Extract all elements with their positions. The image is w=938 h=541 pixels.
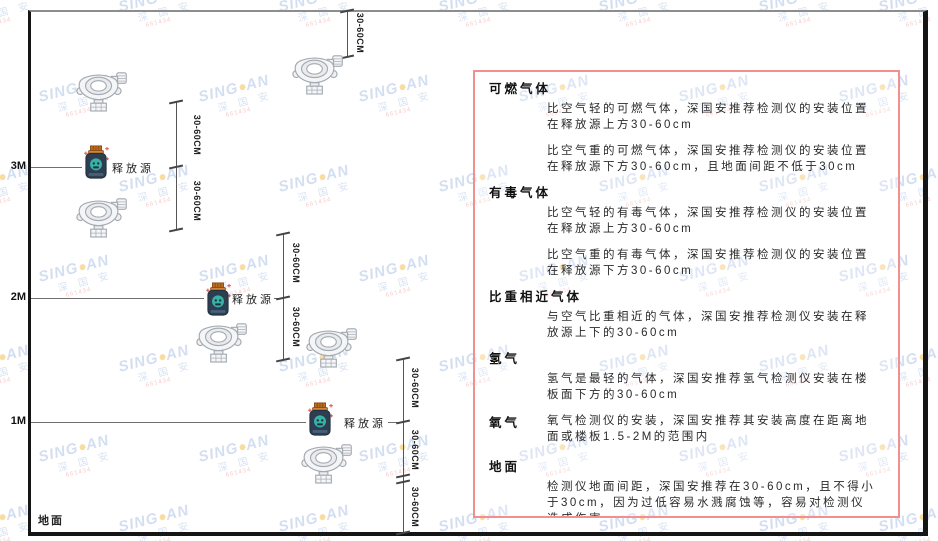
gas-detector-icon: [76, 197, 128, 243]
section-heading: 可燃气体: [489, 82, 552, 96]
dimension-connector-line: [388, 422, 403, 423]
section-paragraph: 比空气轻的可燃气体，深国安推荐检测仪的安装位置在释放源上方30-60cm: [547, 103, 869, 131]
panel-section: 比重相近气体与空气比重相近的气体，深国安推荐检测仪安装在释放源上下的30-60c…: [475, 289, 890, 341]
dimension-label: 30-60CM: [355, 12, 365, 54]
dimension-label: 30-60CM: [410, 486, 420, 528]
watermark-dot-icon: [0, 173, 6, 181]
gas-detector-icon: [301, 443, 353, 489]
level-label-3m: 3M: [10, 160, 26, 172]
section-heading: 氢气: [489, 352, 521, 366]
level-line-1m: [31, 422, 306, 423]
section-heading: 比重相近气体: [489, 290, 583, 304]
watermark-dot-icon: [0, 353, 6, 361]
release-source-icon: [306, 402, 334, 442]
release-source-label: 释放源: [112, 163, 154, 175]
section-heading: 地面: [489, 460, 521, 474]
release-source-icon: [204, 282, 232, 322]
level-line-3m: [31, 167, 82, 168]
dimension-label: 30-60CM: [410, 429, 420, 471]
release-source-icon: [82, 145, 110, 185]
level-label-1m: 1M: [10, 415, 26, 427]
gas-detector-icon: [306, 327, 358, 373]
section-paragraph: 比空气轻的有毒气体，深国安推荐检测仪的安装位置在释放源上方30-60cm: [547, 207, 869, 235]
release-source-label: 释放源: [232, 294, 274, 306]
dimension-label: 30-60CM: [410, 367, 420, 409]
section-paragraph: 比空气重的有毒气体，深国安推荐检测仪的安装位置在释放源下方30-60cm: [547, 249, 869, 277]
gas-detector-icon: [76, 71, 128, 117]
gas-detector-icon: [196, 322, 248, 368]
section-paragraph: 检测仪地面间距，深国安推荐在30-60cm，且不得小于30cm，因为过低容易水溅…: [547, 481, 876, 516]
dimension-label: 30-60CM: [291, 242, 301, 284]
dimension-label: 30-60CM: [291, 306, 301, 348]
section-paragraph: 与空气比重相近的气体，深国安推荐检测仪安装在释放源上下的30-60cm: [547, 311, 869, 339]
panel-section: 可燃气体比空气轻的可燃气体，深国安推荐检测仪的安装位置在释放源上方30-60cm…: [475, 81, 890, 175]
dimension-label: 30-60CM: [192, 114, 202, 156]
panel-section: 氢气氢气是最轻的气体，深国安推荐氢气检测仪安装在楼板面下方的30-60cm: [475, 351, 890, 403]
level-label-2m: 2M: [10, 291, 26, 303]
panel-section: 氧气 氧气检测仪的安装，深国安推荐其安装高度在距离地面或楼板1.5-2M的范围内: [475, 413, 890, 445]
gas-detector-icon: [292, 54, 344, 100]
section-paragraph: 比空气重的可燃气体，深国安推荐检测仪的安装位置在释放源下方30-60cm，且地面…: [547, 145, 869, 173]
section-paragraph: 氧气检测仪的安装，深国安推荐其安装高度在距离地面或楼板1.5-2M的范围内: [547, 415, 869, 443]
panel-section: 地面检测仪地面间距，深国安推荐在30-60cm，且不得小于30cm，因为过低容易…: [475, 459, 890, 516]
panel-section: 有毒气体比空气轻的有毒气体，深国安推荐检测仪的安装位置在释放源上方30-60cm…: [475, 185, 890, 279]
watermark-dot-icon: [0, 513, 6, 521]
ground-label: 地面: [38, 515, 64, 527]
room-frame: [28, 10, 928, 536]
release-source-label: 释放源: [344, 418, 386, 430]
section-heading: 氧气: [489, 416, 521, 430]
section-heading: 有毒气体: [489, 186, 552, 200]
info-panel: 可燃气体比空气轻的可燃气体，深国安推荐检测仪的安装位置在释放源上方30-60cm…: [473, 70, 900, 518]
level-line-2m: [31, 298, 204, 299]
dimension-line: [347, 11, 348, 57]
section-paragraph: 氢气是最轻的气体，深国安推荐氢气检测仪安装在楼板面下方的30-60cm: [547, 373, 869, 401]
dimension-line: [403, 359, 404, 533]
dimension-label: 30-60CM: [192, 180, 202, 222]
